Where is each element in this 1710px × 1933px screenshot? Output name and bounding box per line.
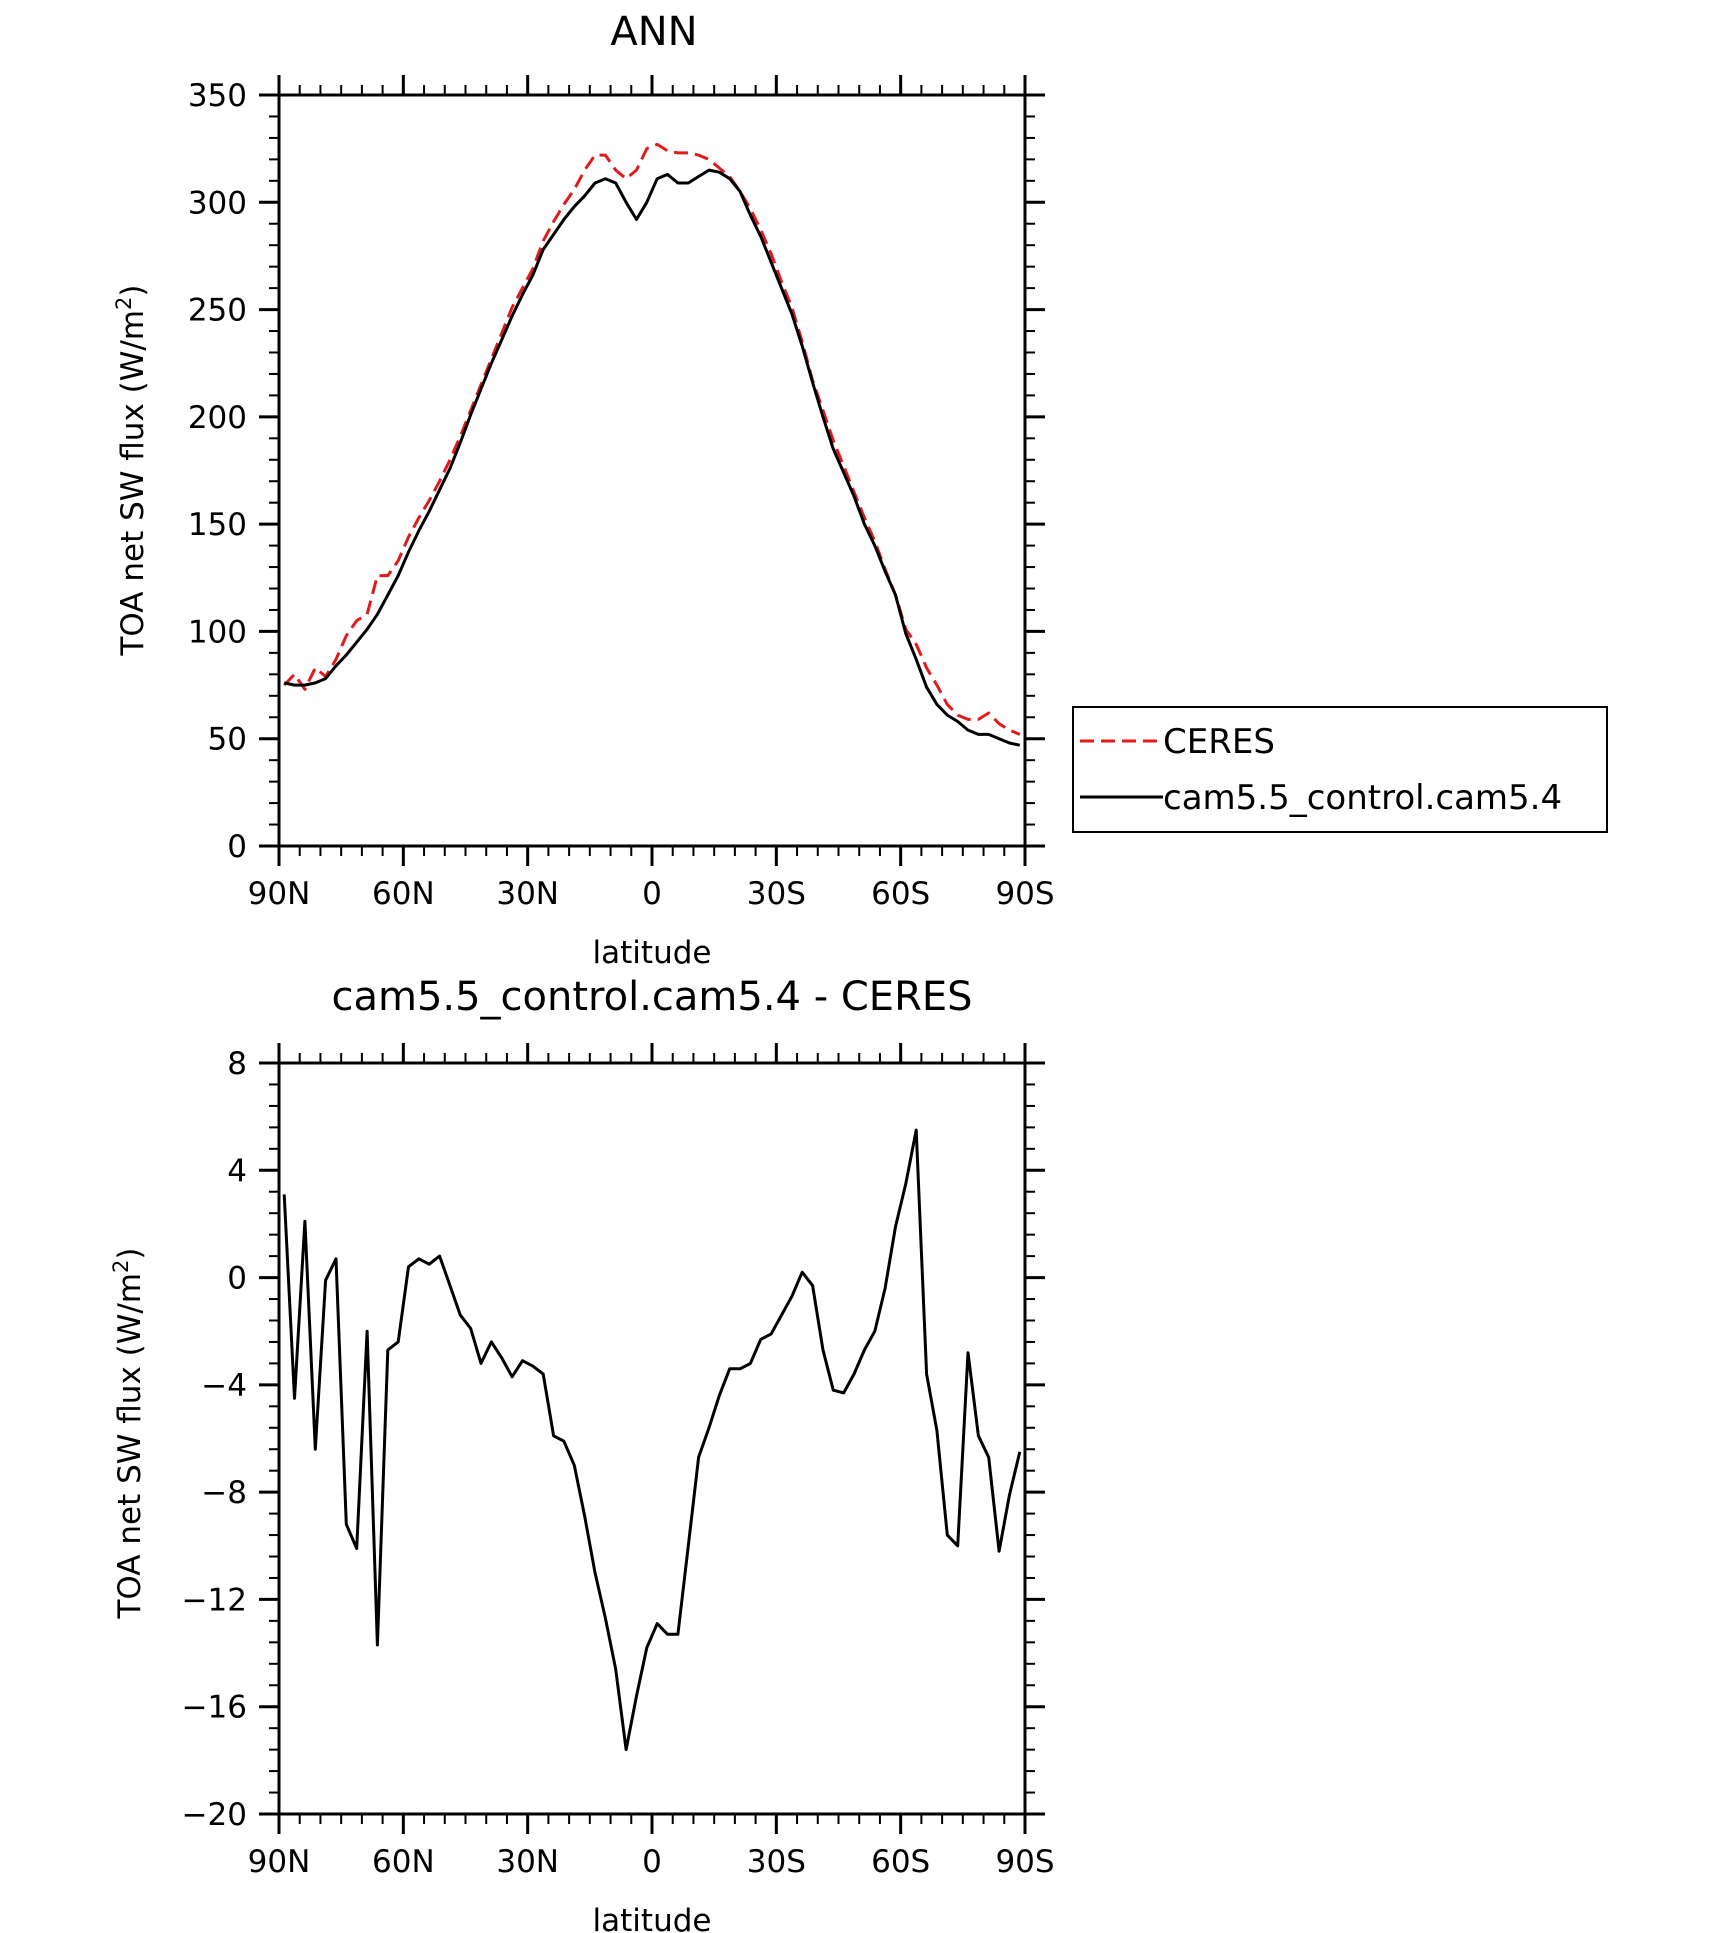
x-ticks: 90N 60N 30N 0 30S 60S 90S bbox=[248, 75, 1055, 912]
x-tick-label: 90S bbox=[995, 1844, 1054, 1880]
y-tick-label: 250 bbox=[188, 293, 247, 329]
y-tick-label: 8 bbox=[227, 1046, 247, 1082]
x-tick-label: 60N bbox=[372, 876, 435, 912]
minor-ticks bbox=[269, 85, 1035, 856]
x-tick-label: 30N bbox=[496, 876, 559, 912]
minor-ticks bbox=[269, 1053, 1035, 1824]
x-tick-label: 0 bbox=[642, 876, 662, 912]
legend: CERES cam5.5_control.cam5.4 bbox=[1072, 706, 1608, 833]
y-tick-label: 4 bbox=[227, 1153, 247, 1189]
y-ticks: 0 50 100 150 200 250 300 350 bbox=[188, 78, 1045, 865]
y-tick-label: −20 bbox=[182, 1797, 247, 1833]
x-tick-label: 90S bbox=[995, 876, 1054, 912]
series-layer bbox=[283, 142, 1021, 747]
y-tick-label: 200 bbox=[188, 400, 247, 436]
y-tick-label: 0 bbox=[227, 1261, 247, 1297]
plot-frame bbox=[277, 93, 1027, 848]
bottom-panel: cam5.5_control.cam5.4 - CERES TOA net SW… bbox=[109, 974, 1055, 1933]
y-tick-label: −12 bbox=[182, 1582, 247, 1618]
y-axis-label: TOA net SW flux (W/m2) bbox=[109, 1247, 148, 1619]
x-tick-label: 60S bbox=[871, 876, 930, 912]
x-tick-label: 60N bbox=[372, 1844, 435, 1880]
x-ticks: 90N 60N 30N 0 30S 60S 90S bbox=[248, 1043, 1055, 1880]
x-tick-label: 0 bbox=[642, 1844, 662, 1880]
x-tick-label: 30S bbox=[747, 876, 806, 912]
x-tick-label: 30N bbox=[496, 1844, 559, 1880]
series-line-difference bbox=[282, 1128, 1022, 1752]
y-tick-label: 350 bbox=[188, 78, 247, 114]
y-tick-label: −8 bbox=[201, 1475, 247, 1511]
y-tick-label: −4 bbox=[201, 1368, 247, 1404]
x-axis-label: latitude bbox=[593, 1903, 712, 1933]
y-tick-label: 0 bbox=[227, 829, 247, 865]
series-line-ceres bbox=[283, 142, 1021, 736]
plot-frame bbox=[277, 1061, 1027, 1816]
y-axis-label: TOA net SW flux (W/m2) bbox=[112, 284, 151, 656]
y-tick-label: 100 bbox=[188, 614, 247, 650]
series-layer bbox=[282, 1128, 1022, 1752]
legend-label-model: cam5.5_control.cam5.4 bbox=[1163, 778, 1562, 818]
top-panel: ANN TOA net SW flux (W/m2) 0 50 100 150 200 2… bbox=[112, 9, 1608, 971]
series-line-cam5-5-control-cam5-4 bbox=[283, 168, 1021, 747]
legend-label-ceres: CERES bbox=[1163, 722, 1275, 762]
y-tick-label: 300 bbox=[188, 185, 247, 221]
x-tick-label: 90N bbox=[248, 1844, 311, 1880]
legend-box bbox=[1072, 706, 1608, 833]
chart-title: cam5.5_control.cam5.4 - CERES bbox=[331, 974, 972, 1020]
chart-title: ANN bbox=[610, 9, 697, 55]
x-axis-label: latitude bbox=[593, 935, 712, 971]
x-tick-label: 60S bbox=[871, 1844, 930, 1880]
y-ticks: −20 −16 −12 −8 −4 0 4 8 bbox=[182, 1046, 1045, 1833]
y-tick-label: 150 bbox=[188, 507, 247, 543]
x-tick-label: 30S bbox=[747, 1844, 806, 1880]
y-tick-label: −16 bbox=[182, 1690, 247, 1726]
x-tick-label: 90N bbox=[248, 876, 311, 912]
y-tick-label: 50 bbox=[208, 722, 247, 758]
